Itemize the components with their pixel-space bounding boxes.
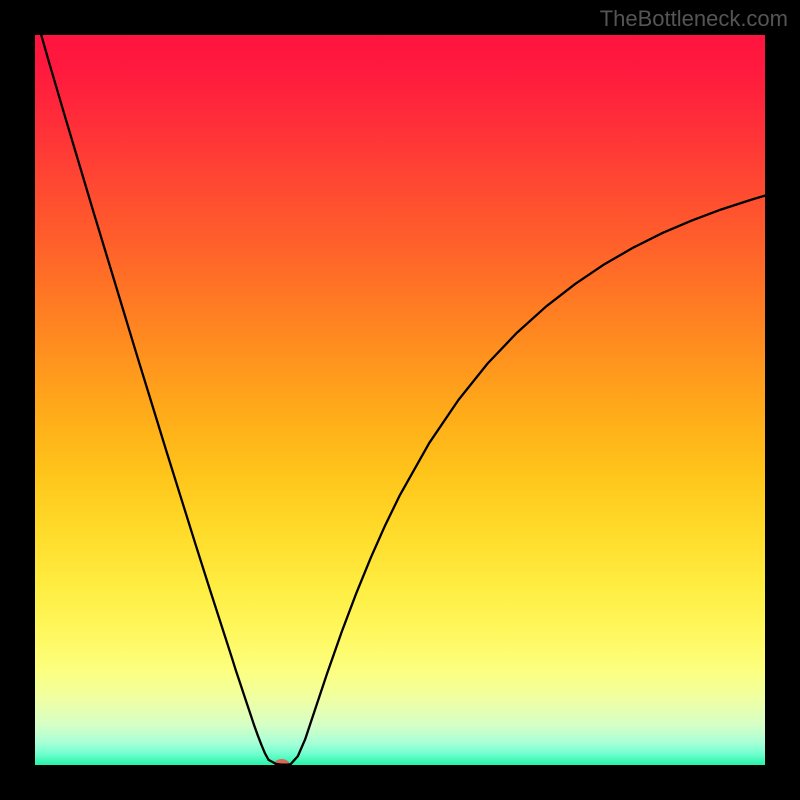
plot-area bbox=[35, 35, 765, 765]
bottleneck-curve bbox=[35, 13, 765, 765]
watermark-text: TheBottleneck.com bbox=[600, 6, 788, 32]
curve-overlay bbox=[35, 35, 765, 765]
chart-container: TheBottleneck.com bbox=[0, 0, 800, 800]
